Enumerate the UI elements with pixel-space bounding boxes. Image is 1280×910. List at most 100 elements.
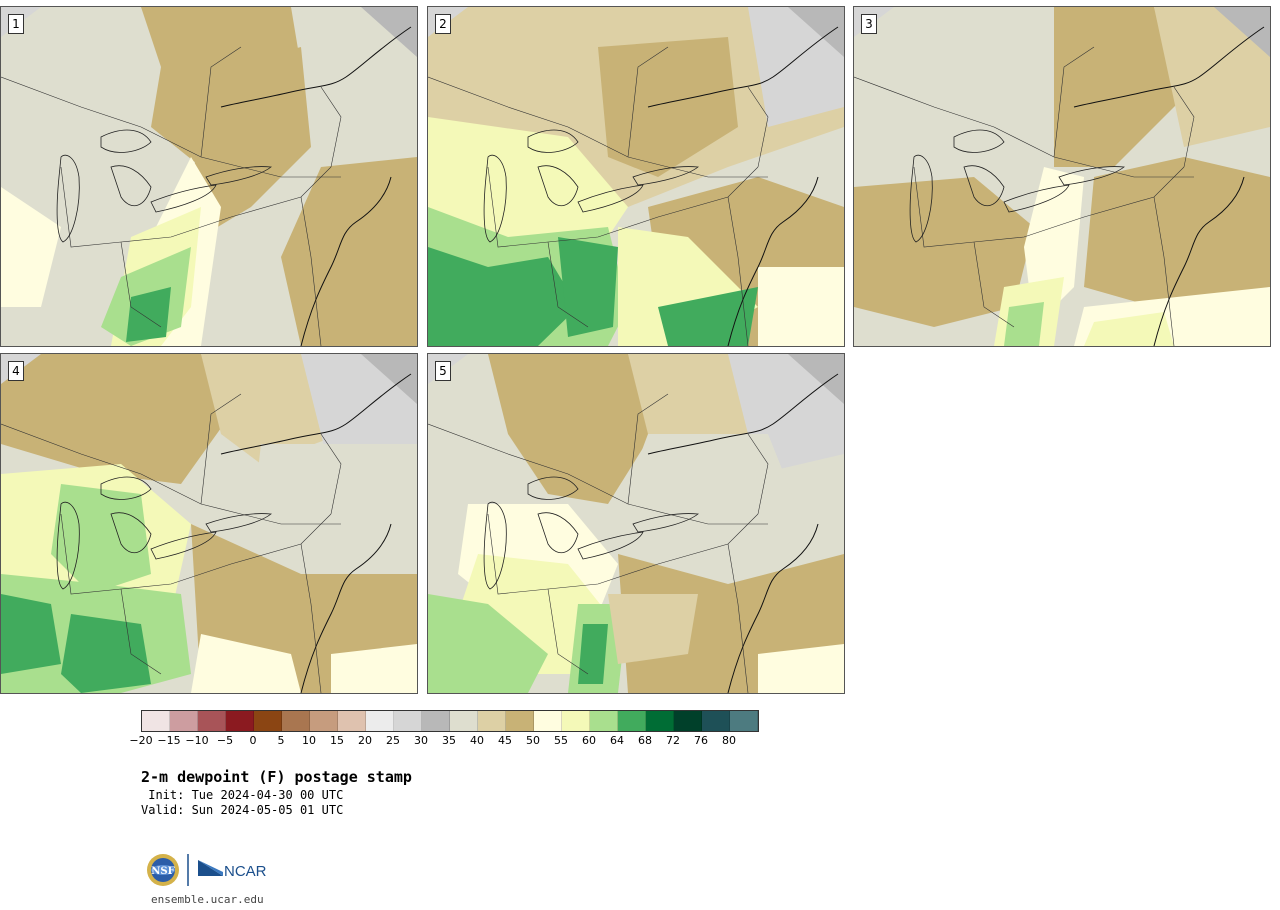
colorbar-swatch <box>450 711 478 731</box>
colorbar-swatch <box>618 711 646 731</box>
field-region <box>361 7 417 57</box>
field-region <box>854 7 1064 207</box>
member-panel-2: 2 <box>427 6 845 347</box>
state-border <box>727 196 749 346</box>
panel-number: 1 <box>8 14 24 34</box>
colorbar-swatch <box>730 711 758 731</box>
colorbar-swatch <box>170 711 198 731</box>
state-border <box>200 46 242 158</box>
state-border <box>320 86 342 168</box>
field-region <box>748 7 844 127</box>
state-border <box>428 423 768 525</box>
lake-outline <box>632 166 700 186</box>
lake-outline <box>537 512 579 554</box>
lake-outline <box>100 476 152 500</box>
field-region <box>488 354 658 504</box>
lake-outline <box>483 501 507 590</box>
colorbar-swatch <box>590 711 618 731</box>
dewpoint-map <box>854 7 1270 346</box>
state-border <box>120 241 162 328</box>
lake-outline <box>963 165 1005 207</box>
state-border <box>547 588 589 675</box>
member-panel-1: 1 <box>0 6 418 347</box>
lake-outline <box>909 154 933 243</box>
colorbar-tick-label: 60 <box>582 734 596 747</box>
state-border <box>200 393 242 505</box>
field-region <box>331 644 417 693</box>
coastline <box>647 373 839 693</box>
lake-outline <box>205 513 273 533</box>
colorbar-swatch <box>478 711 506 731</box>
colorbar-swatch <box>674 711 702 731</box>
colorbar-tick-label: 40 <box>470 734 484 747</box>
lake-outline <box>100 129 152 153</box>
field-region <box>281 157 417 346</box>
lake-outline <box>537 165 579 207</box>
member-panel-5: 5 <box>427 353 845 694</box>
field-region <box>598 37 738 177</box>
field-region <box>1 7 191 257</box>
colorbar-swatch <box>310 711 338 731</box>
lake-outline <box>577 531 644 560</box>
field-region <box>1004 302 1044 346</box>
colorbar-tick-label: −15 <box>157 734 181 747</box>
colorbar-swatch <box>142 711 170 731</box>
colorbar-tick-label: −5 <box>216 734 234 747</box>
lake-outline <box>110 165 152 207</box>
field-region <box>428 247 578 346</box>
field-region <box>618 434 808 594</box>
field-region <box>1154 7 1270 147</box>
field-region <box>1 187 61 307</box>
field-region <box>1214 7 1270 57</box>
member-panel-3: 3 <box>853 6 1271 347</box>
colorbar-tick-label: 35 <box>442 734 456 747</box>
field-region <box>1084 312 1174 346</box>
dewpoint-map <box>1 7 417 346</box>
panel-number: 4 <box>8 361 24 381</box>
colorbar-tick-label: 45 <box>498 734 512 747</box>
valid-time: Valid: Sun 2024-05-05 01 UTC <box>141 803 344 817</box>
colorbar-tick-labels: −20 −15 −10 −5 0 5 10 15 20 25 30 35 40 45 50 55 60 64 68 7… <box>129 734 781 750</box>
field-region <box>758 267 844 346</box>
init-time: Init: Tue 2024-04-30 00 UTC <box>141 788 344 802</box>
colorbar-swatch <box>702 711 730 731</box>
colorbar-tick-label: −20 <box>129 734 153 747</box>
colorbar-tick-label: 50 <box>526 734 540 747</box>
colorbar-tick-label: 30 <box>414 734 428 747</box>
colorbar-tick-label: −10 <box>185 734 209 747</box>
state-border <box>428 76 768 178</box>
state-border <box>1 423 341 525</box>
field-region <box>854 177 1034 327</box>
lake-outline <box>205 166 273 186</box>
state-border <box>120 588 162 675</box>
colorbar-swatch <box>506 711 534 731</box>
colorbar-tick-label: 76 <box>694 734 708 747</box>
colorbar-tick-label: 25 <box>386 734 400 747</box>
colorbar-tick-label: 80 <box>722 734 736 747</box>
state-border <box>627 393 669 505</box>
lake-outline <box>527 129 579 153</box>
field-region <box>126 287 171 342</box>
colorbar-tick-label: 0 <box>249 734 257 747</box>
dewpoint-map <box>428 354 844 693</box>
colorbar-swatch <box>646 711 674 731</box>
field-region <box>658 287 758 346</box>
coastline <box>220 373 412 693</box>
colorbar-tick-label: 68 <box>638 734 652 747</box>
colorbar-swatch <box>338 711 366 731</box>
field-region <box>301 7 417 177</box>
coastline <box>1073 26 1265 346</box>
nsf-text: NSF <box>151 866 174 877</box>
colorbar-tick-label: 55 <box>554 734 568 747</box>
state-border <box>320 433 342 515</box>
colorbar-swatch <box>422 711 450 731</box>
state-border <box>1 76 341 178</box>
panel-number: 5 <box>435 361 451 381</box>
lake-outline <box>110 512 152 554</box>
state-border <box>854 76 1194 178</box>
field-region <box>608 594 698 664</box>
nsf-ncar-logo: NSF NCAR <box>147 854 267 886</box>
field-region <box>1054 7 1184 167</box>
field-region <box>361 354 417 404</box>
field-region <box>1 354 231 484</box>
